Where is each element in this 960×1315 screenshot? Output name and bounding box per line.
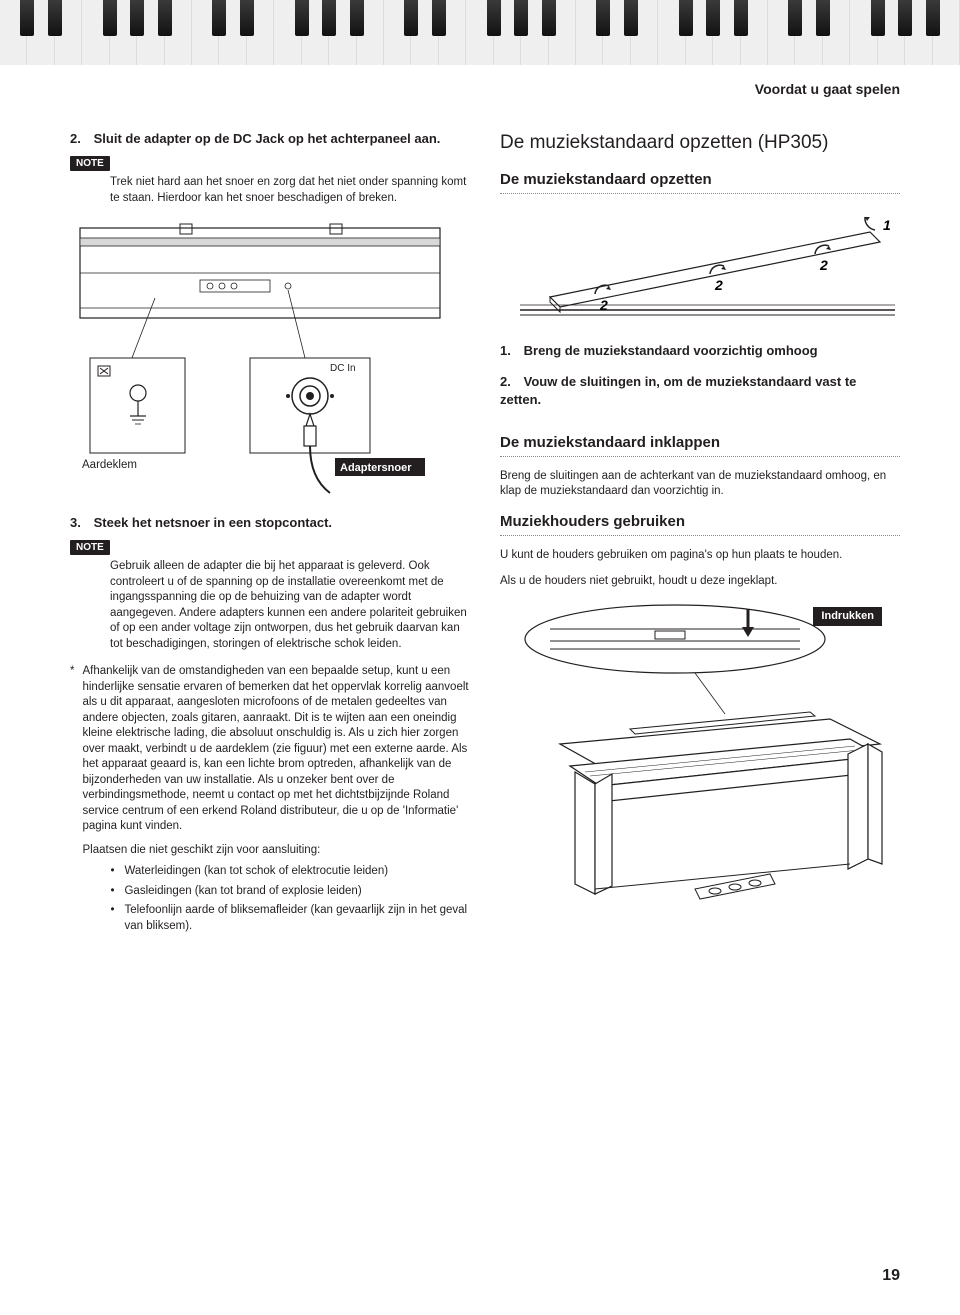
stand-step-2-text: Vouw de sluitingen in, om de muziekstand… [500, 374, 856, 407]
right-column: De muziekstandaard opzetten (HP305) De m… [500, 130, 900, 948]
piano-keys-overlay [0, 0, 960, 65]
note-1-body: Trek niet hard aan het snoer en zorg dat… [70, 175, 470, 206]
svg-text:2: 2 [599, 297, 608, 313]
step-3-text: Steek het netsnoer in een stopcontact. [94, 515, 332, 530]
unsuitable-item: Telefoonlijn aarde of bliksemafleider (k… [110, 903, 470, 934]
holders-body-1: U kunt de houders gebruiken om pagina's … [500, 548, 900, 564]
note-badge-1: NOTE [70, 156, 110, 172]
svg-text:1: 1 [883, 217, 891, 233]
step-3-number: 3. [70, 514, 90, 532]
left-column: 2. Sluit de adapter op de DC Jack op het… [70, 130, 470, 948]
press-label: Indrukken [813, 607, 882, 626]
page-number: 19 [882, 1265, 900, 1287]
footnote-body: Afhankelijk van de omstandigheden van ee… [82, 665, 468, 832]
ground-label: Aardeklem [82, 458, 137, 474]
unsuitable-item: Waterleidingen (kan tot schok of elektro… [110, 864, 470, 880]
holders-h2: Muziekhouders gebruiken [500, 512, 900, 532]
step-2-number: 2. [70, 130, 90, 148]
section-header: Voordat u gaat spelen [755, 80, 900, 99]
note-2-body: Gebruik alleen de adapter die bij het ap… [70, 559, 470, 652]
unsuitable-list: Waterleidingen (kan tot schok of elektro… [82, 864, 470, 934]
piano-illustration: Indrukken [500, 599, 900, 919]
step-2-text: Sluit de adapter op de DC Jack op het ac… [94, 131, 441, 146]
holders-body-2: Als u de houders niet gebruikt, houdt u … [500, 574, 900, 590]
stand-step-2-num: 2. [500, 373, 520, 391]
stand-step-1-num: 1. [500, 342, 520, 360]
dc-in-label: DC In [330, 363, 356, 374]
rear-panel-diagram: DC In Aardeklem Adaptersnoer [70, 218, 470, 498]
step-2-heading: 2. Sluit de adapter op de DC Jack op het… [70, 130, 470, 148]
note-badge-2: NOTE [70, 540, 110, 556]
grounding-footnote: * Afhankelijk van de omstandigheden van … [70, 664, 470, 938]
stand-step-1-text: Breng de muziekstandaard voorzichtig omh… [524, 343, 818, 358]
stand-step-2: 2. Vouw de sluitingen in, om de muziekst… [500, 373, 900, 408]
stand-step-1: 1. Breng de muziekstandaard voorzichtig … [500, 342, 900, 360]
svg-text:2: 2 [819, 257, 828, 273]
svg-text:2: 2 [714, 277, 723, 293]
fold-stand-h2: De muziekstandaard inklappen [500, 433, 900, 453]
adapter-cord-label: Adaptersnoer [340, 461, 412, 476]
dotted-rule [500, 456, 900, 457]
music-stand-diagram: 2 2 2 1 [500, 212, 900, 322]
music-stand-h1: De muziekstandaard opzetten (HP305) [500, 130, 900, 156]
unsuitable-item: Gasleidingen (kan tot brand of explosie … [110, 884, 470, 900]
step-3-heading: 3. Steek het netsnoer in een stopcontact… [70, 514, 470, 532]
stand-setup-h2: De muziekstandaard opzetten [500, 170, 900, 190]
dotted-rule [500, 193, 900, 194]
fold-stand-body: Breng de sluitingen aan de achterkant va… [500, 469, 900, 500]
footnote-star: * [70, 664, 74, 938]
dotted-rule [500, 535, 900, 536]
unsuitable-heading: Plaatsen die niet geschikt zijn voor aan… [82, 843, 470, 859]
